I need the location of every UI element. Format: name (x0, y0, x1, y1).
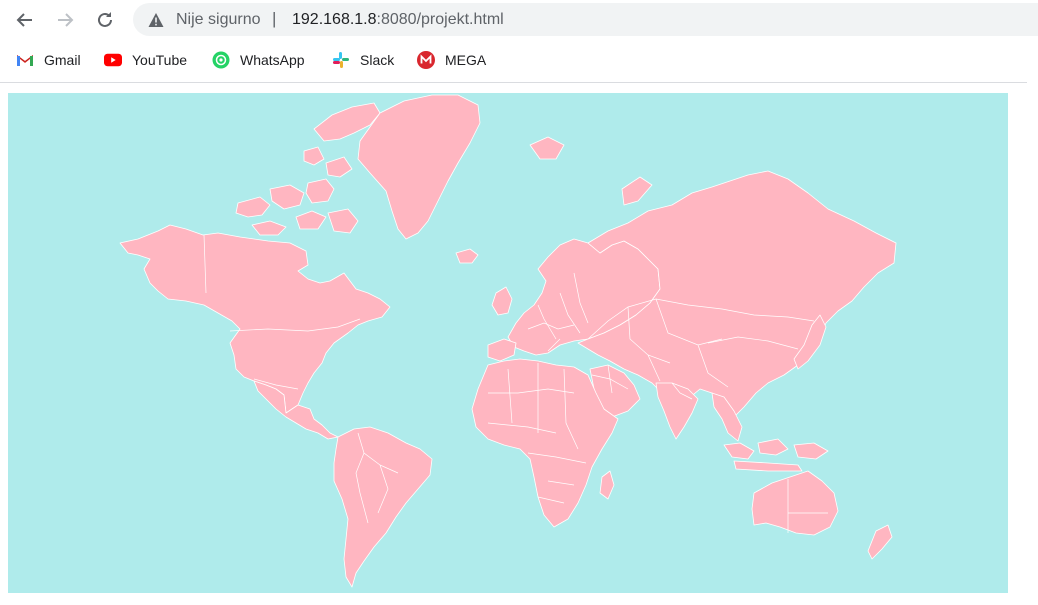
map-central-america[interactable] (253, 380, 339, 440)
map-border-australia (787, 479, 828, 533)
map-iceland[interactable] (455, 248, 479, 264)
map-greenland[interactable] (357, 94, 481, 240)
bookmark-label: YouTube (132, 52, 188, 68)
security-status[interactable]: Nije sigurno (176, 11, 261, 28)
world-map[interactable] (8, 93, 1008, 593)
url-path: :8080/projekt.html (376, 11, 504, 28)
bookmark-label: Gmail (44, 52, 81, 68)
map-border-us-canada (229, 318, 361, 332)
warning-icon[interactable] (148, 12, 164, 28)
map-border-alaska (203, 234, 207, 294)
world-map-svg[interactable] (8, 93, 1008, 593)
map-north-america[interactable] (119, 224, 391, 414)
mega-icon (417, 51, 435, 69)
map-iberia[interactable] (487, 338, 517, 362)
url-host: 192.168.1.8 (292, 11, 377, 28)
forward-button[interactable] (51, 6, 79, 34)
map-south-america[interactable] (333, 426, 433, 588)
browser-toolbar: Nije sigurno | 192.168.1.8:8080/projekt.… (0, 0, 1038, 40)
map-novaya-zemlya[interactable] (621, 176, 653, 206)
map-australia[interactable] (751, 470, 839, 536)
map-border-china (707, 336, 799, 350)
bookmark-label: MEGA (445, 52, 487, 68)
map-border-south-america (355, 432, 399, 524)
bookmark-label: WhatsApp (240, 52, 305, 68)
address-bar[interactable]: Nije sigurno | 192.168.1.8:8080/projekt.… (133, 3, 1038, 36)
bookmarks-bar: Gmail YouTube WhatsApp Slack MEGA (0, 44, 1038, 76)
map-border-russia (587, 298, 815, 340)
slack-icon (332, 51, 350, 69)
back-button[interactable] (11, 6, 39, 34)
reload-button[interactable] (91, 6, 119, 34)
gmail-icon (16, 51, 34, 69)
map-new-zealand[interactable] (867, 524, 893, 560)
arrow-left-icon (16, 13, 32, 27)
youtube-icon (104, 51, 122, 69)
map-japan[interactable] (793, 314, 827, 370)
map-british-isles[interactable] (491, 286, 513, 316)
map-border-central-asia (627, 298, 729, 388)
bookmark-whatsapp[interactable]: WhatsApp (212, 49, 305, 71)
bookmark-gmail[interactable]: Gmail (16, 49, 81, 71)
map-arctic-islands[interactable] (235, 102, 381, 236)
map-svalbard[interactable] (529, 136, 565, 160)
whatsapp-icon (212, 51, 230, 69)
arrow-right-icon (58, 13, 74, 27)
map-border-india (671, 382, 693, 400)
bookmark-slack[interactable]: Slack (332, 49, 394, 71)
bookmark-mega[interactable]: MEGA (417, 49, 486, 71)
toolbar-divider (0, 82, 1027, 83)
map-indonesia[interactable] (723, 438, 829, 472)
map-border-africa (487, 363, 587, 504)
url-text[interactable]: 192.168.1.8:8080/projekt.html (292, 11, 504, 29)
reload-icon (98, 12, 112, 27)
map-border-europe (527, 272, 589, 352)
bookmark-label: Slack (360, 52, 395, 68)
map-asia[interactable] (577, 170, 897, 418)
map-madagascar[interactable] (599, 470, 615, 500)
map-border-us-mexico (253, 378, 299, 390)
security-separator: | (272, 9, 277, 28)
map-border-middle-east (591, 364, 629, 394)
map-southeast-asia[interactable] (711, 392, 743, 442)
map-africa[interactable] (471, 358, 619, 528)
bookmark-youtube[interactable]: YouTube (104, 49, 187, 71)
